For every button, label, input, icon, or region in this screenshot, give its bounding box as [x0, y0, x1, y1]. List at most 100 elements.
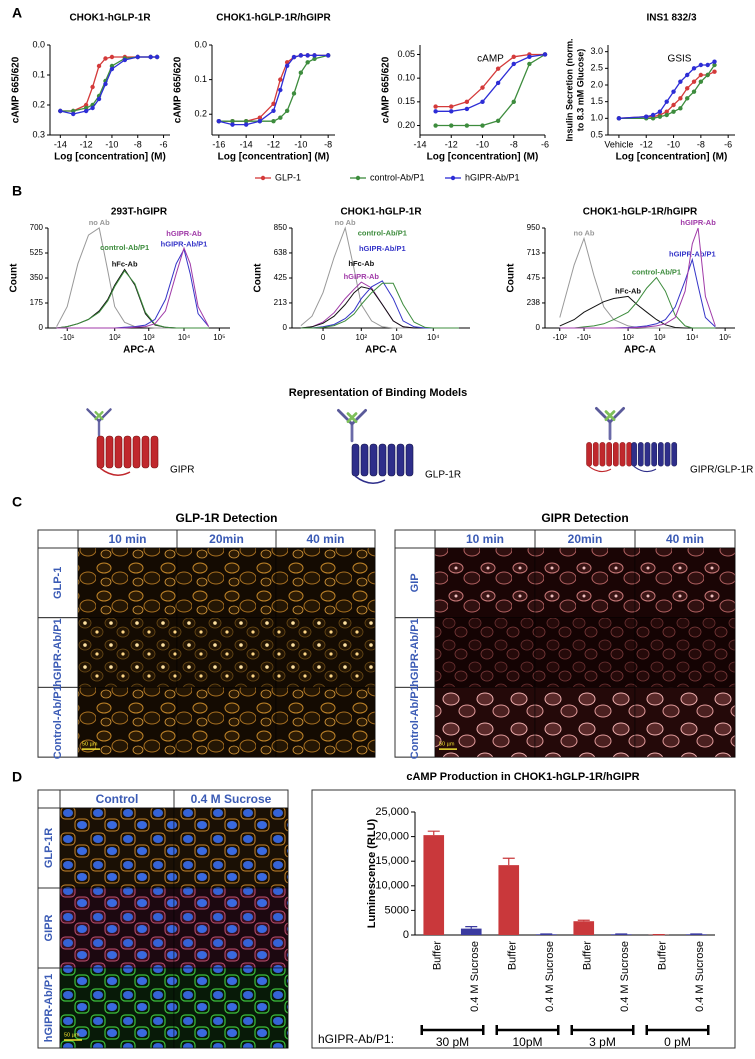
y-tick-label: 0.0 [32, 39, 45, 49]
series-line [60, 57, 157, 111]
data-point [665, 99, 669, 103]
y-tick-label: 0 [403, 929, 409, 941]
y-tick-label: 0.0 [194, 39, 207, 49]
y-axis-label: Luminescence (RLU) [366, 818, 378, 928]
x-tick-label: 10³ [391, 333, 403, 342]
row-header: GIPR [43, 915, 55, 942]
micrograph [276, 618, 375, 688]
data-point [244, 122, 248, 126]
data-point [480, 123, 484, 127]
chart-title: INS1 832/3 [646, 13, 696, 24]
data-point [705, 63, 709, 67]
legend-swatch [261, 176, 265, 180]
data-point [678, 96, 682, 100]
y-tick-label: 425 [274, 273, 288, 282]
y-tick-label: 175 [30, 298, 44, 307]
legend-label: GLP-1 [275, 172, 301, 182]
bar [573, 921, 594, 935]
micrograph [635, 618, 735, 688]
micrograph [78, 618, 177, 688]
x-tick-label: 10⁴ [686, 333, 699, 342]
micrograph [635, 687, 735, 757]
x-tick-label: -12 [80, 139, 93, 149]
chart-title: CHOK1-hGLP-1R [69, 13, 151, 24]
y-axis-label: Count [9, 263, 20, 293]
legend-label: control-Ab/P1 [370, 172, 425, 182]
data-point [658, 114, 662, 118]
y-axis-label: to 8.3 mM Glucose) [575, 49, 585, 132]
data-point [712, 69, 716, 73]
scale-bar-label: 50 µm [82, 742, 98, 748]
x-tick-label: -10¹ [60, 333, 75, 342]
x-tick-label: -6 [541, 139, 549, 149]
column-header: 10 min [466, 532, 504, 546]
model-label: GIPR/GLP-1R [690, 465, 753, 476]
data-point [449, 123, 453, 127]
chart-title: cAMP Production in CHOK1-hGLP-1R/hGIPR [406, 771, 639, 783]
series-line [301, 287, 459, 328]
x-tick-label: -10 [476, 139, 489, 149]
x-tick-label: -10¹ [577, 333, 592, 342]
y-tick-label: 0.5 [590, 129, 603, 139]
y-tick-label: 0.2 [32, 99, 45, 109]
y-tick-label: 2.0 [590, 79, 603, 89]
y-tick-label: 10,000 [375, 880, 409, 892]
x-tick-label: Buffer [657, 941, 669, 970]
x-tick-label: -10 [667, 139, 680, 149]
x-axis-label: APC-A [624, 345, 656, 356]
series-line [60, 57, 157, 111]
micrograph [535, 618, 635, 688]
micrograph [60, 888, 174, 968]
y-tick-label: 0.05 [397, 49, 415, 59]
error-bar [465, 927, 477, 929]
x-axis-label: APC-A [365, 345, 397, 356]
x-tick-label: -14 [413, 139, 426, 149]
binding-model-glp1r [338, 410, 413, 483]
x-tick-label: -12 [640, 139, 653, 149]
micrograph [435, 548, 535, 618]
chart-title: CHOK1-hGLP-1R [340, 207, 422, 218]
data-point [678, 106, 682, 110]
chart-title: 293T-hGIPR [111, 207, 168, 218]
scale-bar-label: 50 µm [64, 1032, 80, 1038]
annotation: cAMP [477, 54, 504, 65]
data-point [299, 53, 303, 57]
y-tick-label: 0 [536, 323, 541, 332]
y-tick-label: 638 [274, 248, 288, 257]
series-line [57, 269, 209, 328]
data-point [285, 64, 289, 68]
y-tick-label: 0.15 [397, 96, 415, 106]
data-point [271, 109, 275, 113]
data-point [692, 79, 696, 83]
y-tick-label: 1.0 [590, 113, 603, 123]
data-point [305, 60, 309, 64]
data-point [527, 55, 531, 59]
panel-label: A [12, 5, 22, 21]
x-tick-label: Vehicle [604, 139, 633, 149]
error-bar [428, 831, 440, 835]
data-point [512, 100, 516, 104]
column-header: 40 min [306, 532, 344, 546]
data-point [685, 73, 689, 77]
column-header: Control [96, 792, 139, 806]
y-tick-label: 0 [283, 323, 288, 332]
series-line [560, 278, 716, 329]
data-point [103, 82, 107, 86]
data-point [271, 119, 275, 123]
error-bar [503, 858, 515, 865]
x-tick-label: -16 [212, 139, 225, 149]
data-point [110, 67, 114, 71]
micrograph [276, 548, 375, 618]
data-point [285, 109, 289, 113]
data-point [155, 55, 159, 59]
y-tick-label: 238 [527, 298, 541, 307]
legend-swatch [356, 176, 360, 180]
data-point [658, 109, 662, 113]
x-axis-label: APC-A [123, 345, 155, 356]
y-tick-label: 0 [39, 323, 44, 332]
chart-title: CHOK1-hGLP-1R/hGIPR [216, 13, 331, 24]
model-label: GIPR [170, 465, 194, 476]
bar [498, 865, 519, 935]
x-tick-label: 0.4 M Sucrose [694, 941, 706, 1012]
micrograph [60, 808, 174, 888]
